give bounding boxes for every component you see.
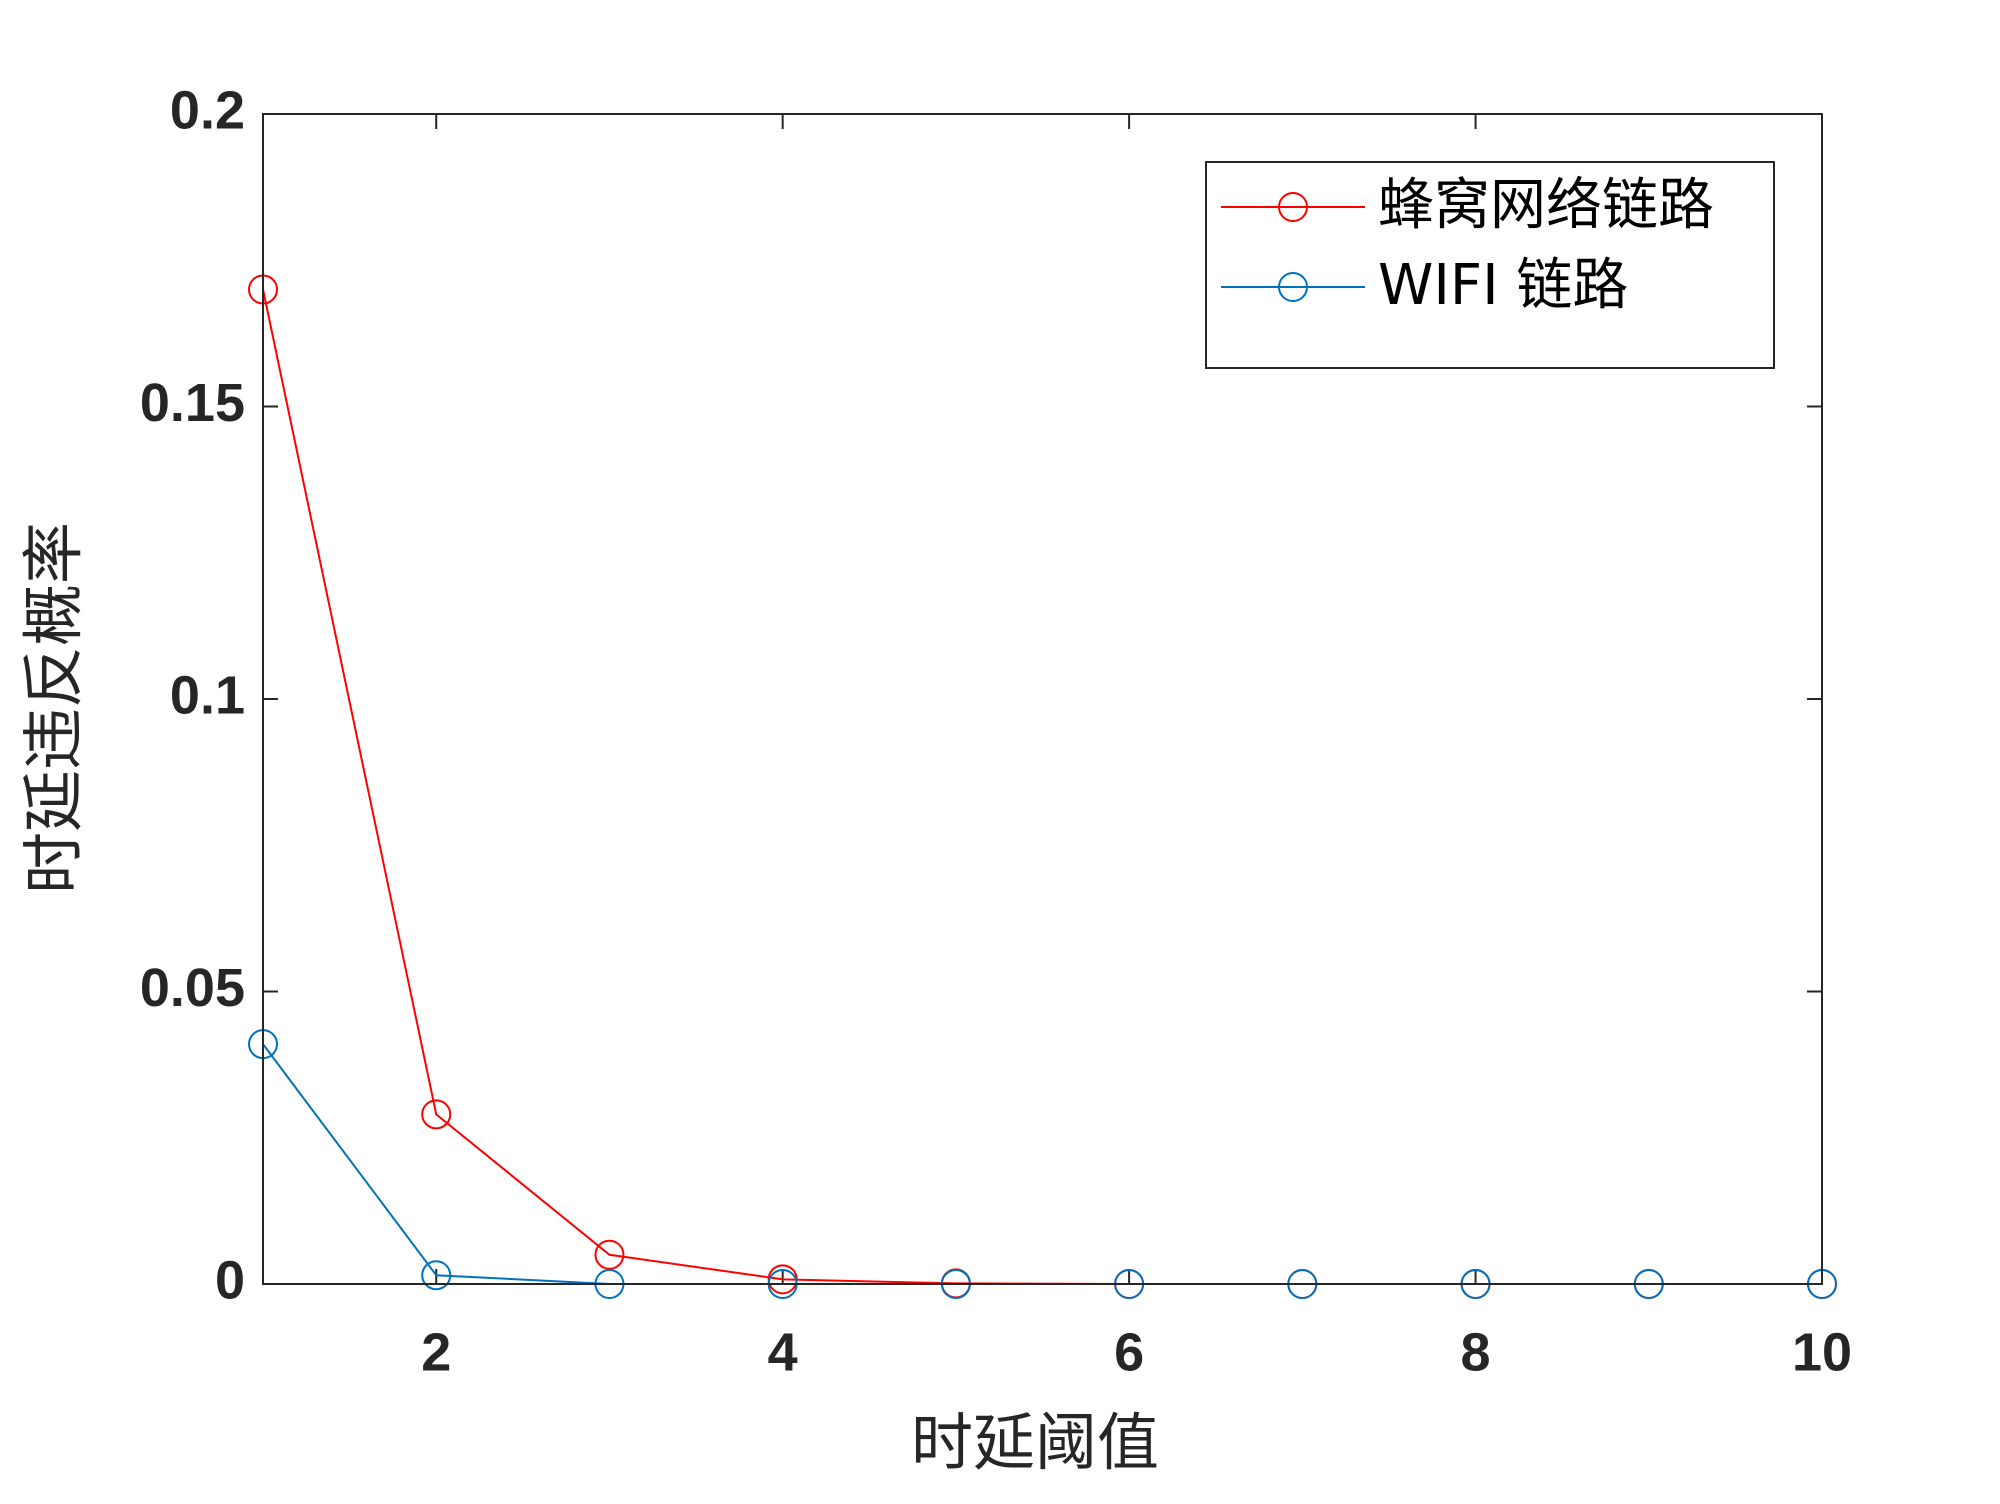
point-marker — [421, 1260, 452, 1291]
legend-label: WIFI 链路 — [1378, 253, 1628, 318]
axes-box — [262, 113, 1823, 1285]
x-tick-label: 8 — [1461, 1322, 1491, 1382]
y-tick-label: 0.2 — [170, 80, 245, 140]
legend-marker — [1278, 192, 1308, 222]
y-tick-label: 0.05 — [140, 958, 245, 1018]
point-marker — [421, 1099, 452, 1130]
legend: 蜂窝网络链路 WIFI 链路 — [1205, 161, 1775, 369]
x-tick-label: 6 — [1114, 1322, 1144, 1382]
legend-label: 蜂窝网络链路 — [1378, 173, 1714, 238]
x-tick-label: 2 — [421, 1322, 451, 1382]
y-tick-label: 0.15 — [140, 373, 245, 433]
y-axis-label: 时延违反概率 — [17, 522, 90, 894]
x-tick-label: 10 — [1792, 1322, 1852, 1382]
y-tick-label: 0.1 — [170, 665, 245, 725]
x-axis-label: 时延阈值 — [911, 1406, 1159, 1479]
legend-marker — [1278, 272, 1308, 302]
point-marker — [594, 1239, 625, 1270]
y-tick-label: 0 — [215, 1250, 245, 1310]
x-tick-label: 4 — [768, 1322, 798, 1382]
